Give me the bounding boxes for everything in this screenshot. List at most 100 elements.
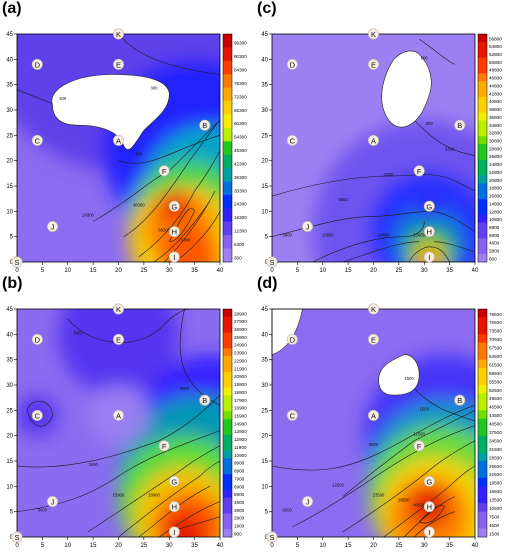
sample-point-label: S xyxy=(14,258,19,267)
sample-point-i xyxy=(423,526,435,538)
sample-point-label: K xyxy=(116,30,121,39)
sample-point-e xyxy=(113,333,125,345)
x-tick-label: 5 xyxy=(41,543,45,549)
colorbar-frame xyxy=(222,308,233,538)
colorbar-swatch xyxy=(478,151,487,161)
sample-point-j xyxy=(302,496,314,508)
x-tick-label: 0 xyxy=(270,268,274,274)
panel-label-d: (d) xyxy=(257,275,278,292)
colorbar-swatch xyxy=(223,221,232,236)
sample-point-label: F xyxy=(162,442,167,451)
contour-line xyxy=(138,150,220,258)
colorbar-label: 79500 xyxy=(489,312,502,317)
colorbar-label: 43500 xyxy=(489,413,502,418)
y-tick-label: 20 xyxy=(6,159,13,165)
colorbar-swatch xyxy=(478,376,487,386)
panel-label-b: (b) xyxy=(2,275,23,292)
colorbar-label: 26800 xyxy=(489,154,502,159)
contour-plot-a: 0 5 10 15 20 25 30 35 40051015202530354045300300… xyxy=(6,28,247,274)
colorbar-swatch xyxy=(478,136,487,145)
contour-line xyxy=(312,221,425,262)
contour-line xyxy=(383,465,475,537)
x-tick-label: 25 xyxy=(141,268,148,274)
contour-value-label: 48300 xyxy=(133,202,145,207)
sample-point-e xyxy=(368,58,380,70)
sample-point-g xyxy=(423,200,435,212)
colorbar-label: 24900 xyxy=(234,343,247,348)
x-tick-label: 25 xyxy=(396,268,403,274)
contour-value-label: 40500 xyxy=(413,503,425,508)
colorbar-label: 4900 xyxy=(234,500,245,505)
colorbar-label: 20900 xyxy=(234,374,247,379)
colorbar-label: 38800 xyxy=(489,107,502,112)
colorbar-swatch xyxy=(478,222,487,231)
y-tick-label: 20 xyxy=(261,434,268,440)
sample-point-label: A xyxy=(371,411,376,420)
colorbar-swatch xyxy=(223,114,232,129)
contour-lines xyxy=(272,374,475,537)
y-tick-label: 45 xyxy=(261,32,268,38)
contour-value-label: 300 xyxy=(59,96,67,101)
contour-line xyxy=(118,135,220,164)
colorbar-label: 16800 xyxy=(489,194,502,199)
excluded-area xyxy=(51,74,170,150)
colorbar-label: 84300 xyxy=(234,68,247,73)
colorbar-swatch xyxy=(478,238,487,247)
colorbar-swatch xyxy=(478,309,487,318)
colorbar-swatch xyxy=(223,47,232,62)
sample-point-h xyxy=(423,226,435,238)
x-tick-label: 5 xyxy=(41,268,45,274)
sample-point-label: D xyxy=(290,60,296,69)
sample-point-label: A xyxy=(116,411,121,420)
sample-point-label: J xyxy=(306,223,310,232)
y-tick-label: 40 xyxy=(6,57,13,63)
colorbar-label: 67500 xyxy=(489,346,502,351)
contour-value-label: 5800 xyxy=(338,197,348,202)
colorbar-swatch xyxy=(223,248,232,263)
contour-value-label: 300 xyxy=(151,86,159,91)
colorbar-label: 36800 xyxy=(489,115,502,120)
sample-point-a xyxy=(113,409,125,421)
sample-point-label: B xyxy=(202,121,207,130)
contour-value-label: 38500 xyxy=(398,498,410,503)
contour-line xyxy=(153,201,211,262)
colorbar-label: 37500 xyxy=(489,430,502,435)
colorbar-label: 18800 xyxy=(489,186,502,191)
sample-point-label: C xyxy=(35,411,41,420)
colorbar-label: 7900 xyxy=(234,476,245,481)
sample-point-label: H xyxy=(427,228,432,237)
x-tick-label: 40 xyxy=(217,543,224,549)
sample-point-f xyxy=(413,165,425,177)
contour-value-label: 6500 xyxy=(283,508,293,513)
colorbar-label: 61500 xyxy=(489,362,502,367)
colorbar-label: 22800 xyxy=(489,170,502,175)
colorbar-swatch xyxy=(478,183,487,192)
x-tick-label: 5 xyxy=(296,268,300,274)
colorbar-swatch xyxy=(223,395,232,404)
sample-point-d xyxy=(286,333,298,345)
sample-point-label: A xyxy=(371,136,376,145)
contour-line xyxy=(87,445,220,533)
colorbar-swatch xyxy=(478,469,487,479)
sample-point-c xyxy=(31,409,43,421)
colorbar-swatch xyxy=(478,368,487,377)
x-tick-label: 0 xyxy=(15,268,19,274)
sample-point-i xyxy=(423,251,435,263)
x-tick-label: 40 xyxy=(217,268,224,274)
colorbar-swatch xyxy=(478,334,487,344)
y-tick-label: 25 xyxy=(261,133,268,139)
colorbar-swatch xyxy=(223,74,232,88)
y-tick-label: 45 xyxy=(6,307,13,313)
colorbar-swatch xyxy=(223,208,232,223)
colorbar-label: 19500 xyxy=(489,481,502,486)
colorbar-swatch xyxy=(478,112,487,121)
colorbar-swatch xyxy=(223,154,232,169)
colorbar-label: 27900 xyxy=(234,319,247,324)
colorbar-label: 30800 xyxy=(489,138,502,143)
colorbar-label: 54800 xyxy=(489,44,502,49)
colorbar-label: 24300 xyxy=(234,202,247,207)
colorbar-label: 48800 xyxy=(489,68,502,73)
contour-value-label: 800 xyxy=(421,55,429,60)
contour-value-label: 3900 xyxy=(73,330,83,335)
y-tick-label: 5 xyxy=(10,510,14,516)
